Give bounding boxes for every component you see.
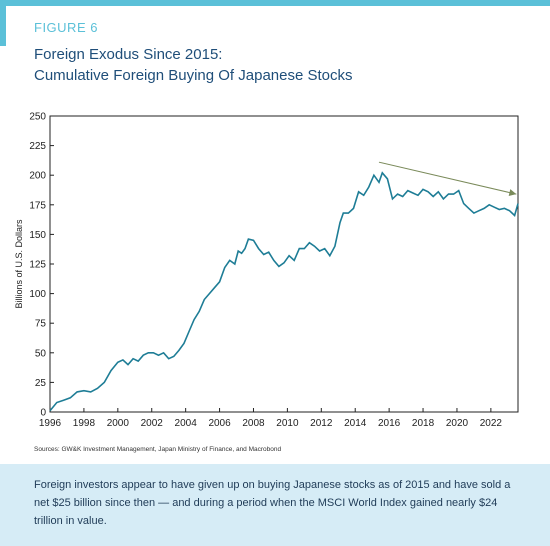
y-tick-label: 175 (29, 200, 46, 211)
source-note: Sources: GW&K Investment Management, Jap… (34, 446, 282, 453)
x-tick-label: 2020 (446, 418, 469, 429)
y-tick-label: 250 (29, 112, 46, 123)
title-line-2: Cumulative Foreign Buying Of Japanese St… (34, 67, 353, 84)
caption-box (0, 464, 550, 546)
x-tick-label: 1996 (39, 418, 62, 429)
trend-arrowhead (508, 189, 517, 196)
line-chart: 0 25 50 75 100 125 150 175 200 225 250 1996 1998 200… (14, 112, 519, 429)
y-tick-label: 150 (29, 230, 46, 241)
x-tick-label: 2006 (208, 418, 231, 429)
x-tick-label: 2014 (344, 418, 367, 429)
y-tick-label: 75 (35, 319, 47, 330)
x-tick-label: 2002 (141, 418, 164, 429)
caption-text: Foreign investors appear to have given u… (34, 479, 511, 527)
plot-frame (49, 115, 519, 413)
chart-title: Foreign Exodus Since 2015: Cumulative Fo… (34, 44, 353, 86)
x-tick-label: 2012 (310, 418, 333, 429)
x-tick-label: 2022 (480, 418, 503, 429)
top-border (0, 0, 550, 6)
x-tick-label: 1998 (73, 418, 96, 429)
y-tick-label: 25 (35, 378, 47, 389)
x-tick-label: 2004 (175, 418, 198, 429)
x-axis: 1996 1998 2000 2002 2004 2006 2008 2010 2012 2014… (39, 408, 503, 429)
title-line-1: Foreign Exodus Since 2015: (34, 46, 223, 63)
figure-label: FIGURE 6 (34, 20, 98, 35)
x-tick-label: 2000 (107, 418, 130, 429)
x-tick-label: 2018 (412, 418, 435, 429)
y-axis: 0 25 50 75 100 125 150 175 200 225 250 (29, 112, 54, 419)
trend-arrow (378, 161, 517, 195)
y-tick-label: 125 (29, 260, 46, 271)
series-line (49, 171, 519, 412)
y-tick-label: 225 (29, 141, 46, 152)
x-tick-label: 2008 (242, 418, 265, 429)
top-accent-bar (0, 0, 6, 46)
x-tick-label: 2010 (276, 418, 299, 429)
y-tick-label: 100 (29, 289, 46, 300)
y-tick-label: 50 (35, 348, 47, 359)
y-tick-label: 0 (40, 408, 46, 419)
x-tick-label: 2016 (378, 418, 401, 429)
y-axis-label: Billions of U.S. Dollars (14, 219, 24, 309)
top-accent-tab (0, 0, 150, 6)
y-tick-label: 200 (29, 171, 46, 182)
